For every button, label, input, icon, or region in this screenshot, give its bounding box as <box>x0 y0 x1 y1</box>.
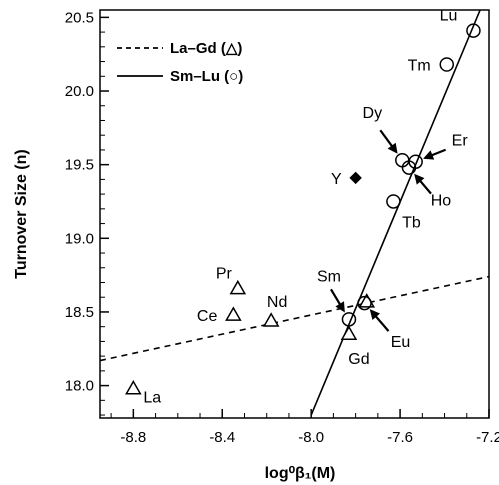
point-label-y: Y <box>331 171 342 188</box>
x-axis-label: log⁰β₁(M) <box>265 465 336 482</box>
y-tick-label-19-0: 19.0 <box>65 230 94 247</box>
arrow-head-ho <box>414 173 425 185</box>
point-label-ho: Ho <box>431 193 452 210</box>
triangle-marker-nd <box>262 312 280 327</box>
point-label-la: La <box>143 390 161 407</box>
legend-label-sm-lu: Sm–Lu (○) <box>170 68 243 85</box>
point-labels: La Ce Pr Nd Gd Sm Eu Tb Dy Ho Er Tm Lu Y <box>143 8 468 407</box>
triangle-marker-gd <box>340 325 358 341</box>
legend-label-la-gd: La–Gd (△) <box>170 40 242 57</box>
circle-marker-tm <box>439 57 455 72</box>
arrow-head-sm <box>335 301 345 313</box>
y-tick-label-19-5: 19.5 <box>65 157 94 174</box>
axis-ticks: -8.8 -8.4 -8.0 -7.6 -7.2 18.0 18.5 19.0 19.5 20.0… <box>65 9 499 446</box>
triangle-marker-ce <box>225 306 242 321</box>
point-label-sm: Sm <box>317 268 341 285</box>
arrow-head-dy <box>387 142 398 154</box>
x-tick-label-7-6: -7.6 <box>387 429 413 446</box>
point-label-nd: Nd <box>267 294 287 311</box>
plot-frame <box>99 9 490 419</box>
x-tick-label-8-8: -8.8 <box>120 429 146 446</box>
arrow-head-er <box>423 150 435 160</box>
point-label-er: Er <box>452 133 469 150</box>
triangle-marker-la <box>125 380 142 395</box>
y-tick-label-20-0: 20.0 <box>65 83 94 100</box>
point-label-tm: Tm <box>408 57 431 74</box>
circle-marker-sm <box>341 312 357 327</box>
la-gd-fit-line <box>99 275 490 362</box>
sm-lu-fit-line <box>310 9 481 416</box>
circle-marker-lu <box>466 23 481 38</box>
x-tick-label-7-2: -7.2 <box>476 429 499 446</box>
circle-marker-eu <box>357 295 372 311</box>
y-axis-label: Turnover Size (n) <box>13 149 30 279</box>
point-label-eu: Eu <box>391 334 411 351</box>
x-tick-label-8-0: -8.0 <box>298 429 324 446</box>
fit-lines <box>99 9 490 416</box>
diamond-marker-y <box>349 171 362 185</box>
point-label-tb: Tb <box>402 214 421 231</box>
x-tick-label-8-4: -8.4 <box>209 429 235 446</box>
y-tick-label-18-5: 18.5 <box>65 304 94 321</box>
annotation-arrows <box>330 129 447 332</box>
y-tick-label-18-0: 18.0 <box>65 378 94 395</box>
legend: La–Gd (△) Sm–Lu (○) <box>117 40 243 85</box>
y-tick-label-20-5: 20.5 <box>65 9 94 26</box>
point-label-dy: Dy <box>363 105 383 122</box>
point-label-gd: Gd <box>348 351 369 368</box>
point-label-ce: Ce <box>197 308 218 325</box>
data-markers <box>125 23 481 395</box>
point-label-pr: Pr <box>216 265 233 282</box>
point-label-lu: Lu <box>440 8 458 25</box>
triangle-marker-pr <box>229 279 247 295</box>
circle-marker-er <box>408 154 423 169</box>
arrow-head-eu <box>369 309 381 321</box>
circle-marker-tb <box>386 194 401 209</box>
